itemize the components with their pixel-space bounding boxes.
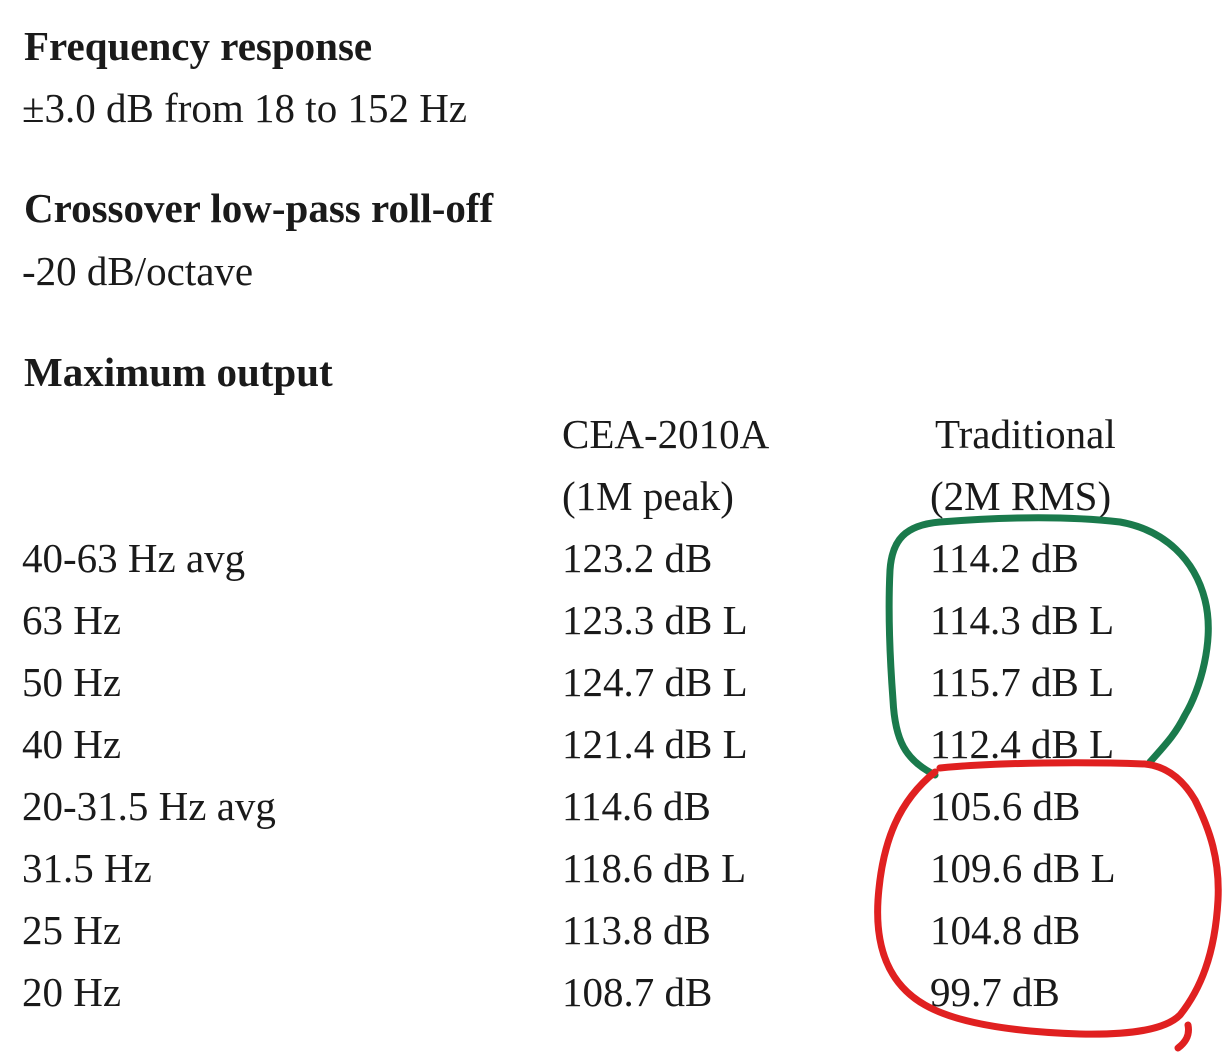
row-label: 50 Hz: [22, 659, 122, 705]
traditional-value: 115.7 dB L: [930, 659, 1115, 705]
cea-value: 113.8 dB: [562, 907, 711, 953]
column-header-traditional-line2: (2M RMS): [930, 473, 1112, 519]
cea-value: 108.7 dB: [562, 969, 713, 1015]
traditional-value: 105.6 dB: [930, 783, 1081, 829]
crossover-heading: Crossover low-pass roll-off: [24, 185, 494, 231]
frequency-response-value: ±3.0 dB from 18 to 152 Hz: [22, 85, 467, 131]
row-label: 40 Hz: [22, 721, 122, 767]
traditional-value: 114.2 dB: [930, 535, 1079, 581]
traditional-value: 99.7 dB: [930, 969, 1060, 1015]
traditional-value: 109.6 dB L: [930, 845, 1116, 891]
traditional-value: 112.4 dB L: [930, 721, 1115, 767]
maximum-output-heading: Maximum output: [24, 349, 333, 395]
frequency-response-heading: Frequency response: [24, 23, 373, 69]
column-header-cea-line1: CEA-2010A: [562, 411, 770, 457]
row-label: 25 Hz: [22, 907, 122, 953]
traditional-value: 104.8 dB: [930, 907, 1081, 953]
cea-value: 123.2 dB: [562, 535, 713, 581]
crossover-value: -20 dB/octave: [22, 248, 254, 294]
cea-value: 121.4 dB L: [562, 721, 748, 767]
row-label: 31.5 Hz: [22, 845, 152, 891]
traditional-value: 114.3 dB L: [930, 597, 1115, 643]
cea-value: 118.6 dB L: [562, 845, 747, 891]
cea-value: 123.3 dB L: [562, 597, 748, 643]
row-label: 20 Hz: [22, 969, 122, 1015]
cea-value: 124.7 dB L: [562, 659, 748, 705]
cea-value: 114.6 dB: [562, 783, 711, 829]
row-label: 40-63 Hz avg: [22, 535, 246, 581]
column-header-traditional-line1: Traditional: [935, 411, 1116, 457]
row-label: 20-31.5 Hz avg: [22, 783, 276, 829]
column-header-cea-line2: (1M peak): [562, 473, 734, 519]
row-label: 63 Hz: [22, 597, 122, 643]
